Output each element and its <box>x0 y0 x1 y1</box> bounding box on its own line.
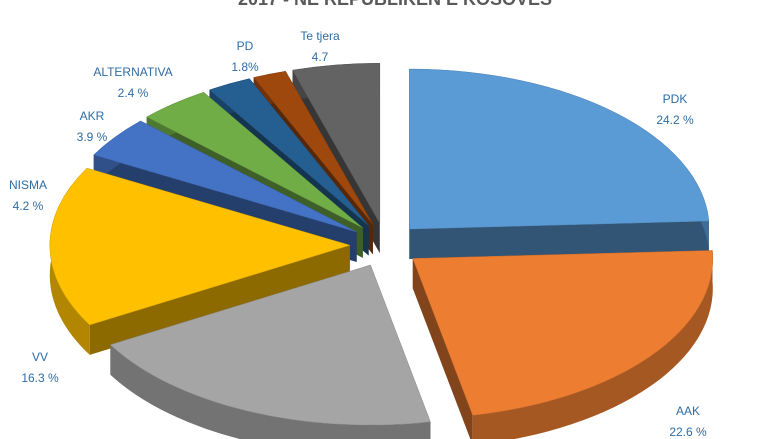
category-label: Te tjera <box>300 29 340 43</box>
value-label: 16.3 % <box>21 371 59 385</box>
value-label: 22.6 % <box>669 425 707 439</box>
pie-slice <box>49 167 351 326</box>
pie-slice <box>208 78 369 226</box>
value-label: 1.8% <box>231 60 259 74</box>
slice-side <box>472 250 713 439</box>
pie-slice <box>146 92 363 229</box>
pie-slice <box>109 264 431 426</box>
category-label: PDK <box>663 92 688 106</box>
category-label: ALTERNATIVA <box>93 65 172 79</box>
pie-slice <box>412 250 714 416</box>
value-label: 2.4 % <box>118 86 149 100</box>
value-label: 24.2 % <box>656 113 694 127</box>
slice-wall <box>89 245 350 355</box>
category-label: PD <box>237 39 254 53</box>
value-label: 3.9 % <box>77 130 108 144</box>
category-label: AAK <box>676 404 700 418</box>
category-label: AKR <box>80 109 105 123</box>
pie-slice <box>292 62 381 225</box>
pie-slice <box>409 68 710 230</box>
category-label: VV <box>32 350 48 364</box>
value-label: 4.7 <box>312 50 329 64</box>
pie-slice <box>93 120 357 233</box>
chart-title: 2017 - NË REPUBLIKËN E KOSOVËS <box>238 0 552 9</box>
value-label: 4.2 % <box>13 199 44 213</box>
slice-wall <box>412 258 473 439</box>
slice-wall <box>409 221 709 260</box>
slice-side <box>110 344 431 439</box>
category-label: NISMA <box>9 178 47 192</box>
pie-slice <box>253 70 374 225</box>
